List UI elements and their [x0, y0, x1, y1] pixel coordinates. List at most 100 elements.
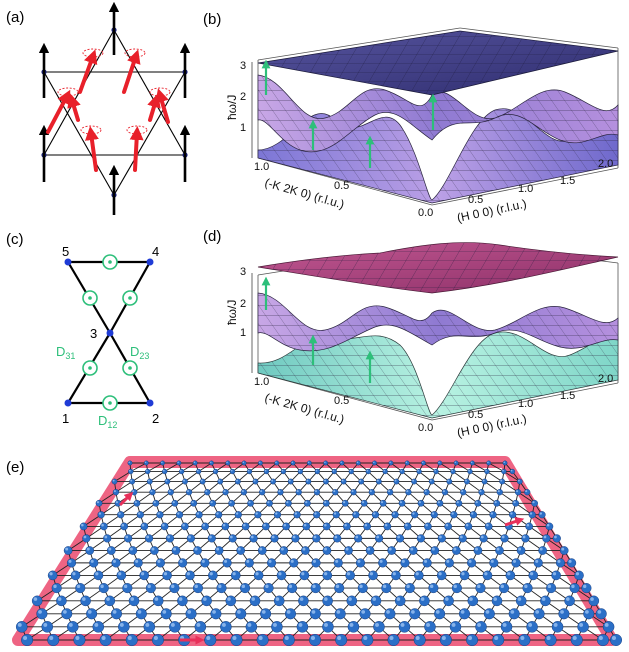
lattice-site-highlight — [298, 622, 303, 627]
lattice-site — [322, 570, 333, 581]
z-tick-d: 3 — [240, 266, 246, 278]
lattice-site-highlight — [104, 535, 108, 539]
lattice-site — [287, 583, 298, 594]
lattice-site-highlight — [375, 622, 379, 627]
lattice-site-highlight — [196, 622, 201, 627]
lattice-site-highlight — [389, 461, 391, 464]
lattice-site-highlight — [456, 501, 459, 504]
lattice-site — [322, 499, 330, 507]
lattice-site — [459, 570, 470, 581]
lattice-site — [144, 534, 154, 543]
lattice-site — [230, 634, 243, 647]
lattice-site-highlight — [383, 469, 386, 472]
lattice-site — [489, 511, 497, 519]
lattice-site-highlight — [209, 461, 212, 464]
lattice-site — [439, 634, 452, 647]
lattice-site — [404, 583, 415, 594]
lattice-site-highlight — [246, 559, 250, 563]
lattice-site — [383, 522, 392, 531]
lattice-site — [204, 634, 217, 647]
lattice-site — [82, 534, 91, 543]
lattice-site-highlight — [510, 469, 513, 472]
lattice-bond — [98, 491, 117, 504]
lattice-site — [570, 634, 583, 647]
lattice-site-highlight — [526, 523, 530, 527]
lattice-site-highlight — [392, 572, 396, 576]
lattice-site — [577, 621, 589, 633]
lattice-site — [368, 489, 375, 496]
lattice-site-highlight — [353, 512, 356, 515]
lattice-site-highlight — [424, 559, 428, 563]
lattice-site-highlight — [597, 610, 602, 614]
lattice-site-highlight — [388, 547, 392, 551]
lattice-bond — [133, 481, 151, 493]
lattice-site — [375, 478, 382, 485]
lattice-site-highlight — [349, 622, 354, 627]
lattice-site-highlight — [490, 559, 494, 563]
lattice-site — [333, 558, 343, 568]
lattice-site — [379, 499, 387, 507]
lattice-site — [569, 583, 580, 594]
lattice-site — [152, 499, 160, 507]
lattice-site-highlight — [193, 461, 196, 464]
lattice-site-highlight — [557, 559, 561, 563]
lattice-site — [368, 570, 378, 581]
lattice-site-highlight — [179, 559, 183, 563]
dm-base-12: D — [98, 413, 107, 428]
lattice-site-highlight — [510, 512, 513, 515]
lattice-site-highlight — [434, 469, 437, 472]
z-tick-b: 2 — [240, 91, 246, 103]
lattice-site-highlight — [218, 479, 221, 482]
lattice-site — [437, 534, 446, 543]
lattice-site — [602, 621, 615, 633]
lattice-site-highlight — [442, 490, 445, 493]
lattice-site — [433, 468, 439, 475]
lattice-site-highlight — [226, 461, 228, 464]
lattice-site — [156, 511, 164, 519]
lattice-site — [277, 489, 284, 496]
lattice-site-highlight — [94, 622, 99, 627]
lattice-site-highlight — [501, 535, 505, 539]
lattice-site-highlight — [446, 559, 450, 563]
lattice-site — [146, 478, 153, 485]
lattice-site — [450, 511, 458, 519]
lattice-site-highlight — [345, 547, 349, 551]
lattice-site — [595, 608, 607, 620]
lattice-bond — [115, 481, 133, 493]
lattice-bond — [503, 471, 521, 482]
lattice-site — [373, 621, 385, 633]
lattice-site-highlight — [507, 572, 511, 576]
lattice-site-highlight — [541, 597, 546, 601]
lattice-site — [21, 634, 34, 647]
lattice-site-highlight — [520, 635, 525, 640]
lattice-site-highlight — [324, 479, 326, 482]
lattice-site — [274, 460, 280, 466]
lattice-site-highlight — [465, 523, 469, 527]
lattice-site — [135, 608, 147, 620]
lattice-site — [387, 634, 400, 647]
lattice-site — [151, 634, 164, 647]
lattice-site-highlight — [267, 501, 270, 504]
lattice-bond — [149, 471, 165, 482]
lattice-site — [332, 511, 340, 519]
lattice-site — [343, 522, 351, 531]
lattice-site — [339, 460, 345, 466]
z-axis-label-b: ħω/J — [225, 95, 239, 120]
lattice-site-highlight — [568, 559, 572, 563]
lattice-site — [558, 608, 570, 620]
lattice-site-highlight — [271, 535, 275, 539]
site-label-2: 2 — [152, 411, 159, 426]
lattice-site — [66, 558, 77, 568]
lattice-site — [371, 511, 380, 519]
lattice-site — [574, 570, 584, 581]
lattice-site-highlight — [224, 559, 228, 563]
lattice-site-highlight — [412, 512, 415, 515]
lattice-site-highlight — [188, 535, 191, 539]
lattice-site — [419, 595, 430, 607]
lattice-site — [165, 534, 175, 543]
lattice-site-highlight — [361, 610, 366, 614]
lattice-site — [409, 608, 421, 620]
lattice-site — [194, 621, 207, 633]
lattice-site — [296, 621, 309, 633]
lattice-site — [482, 570, 493, 581]
